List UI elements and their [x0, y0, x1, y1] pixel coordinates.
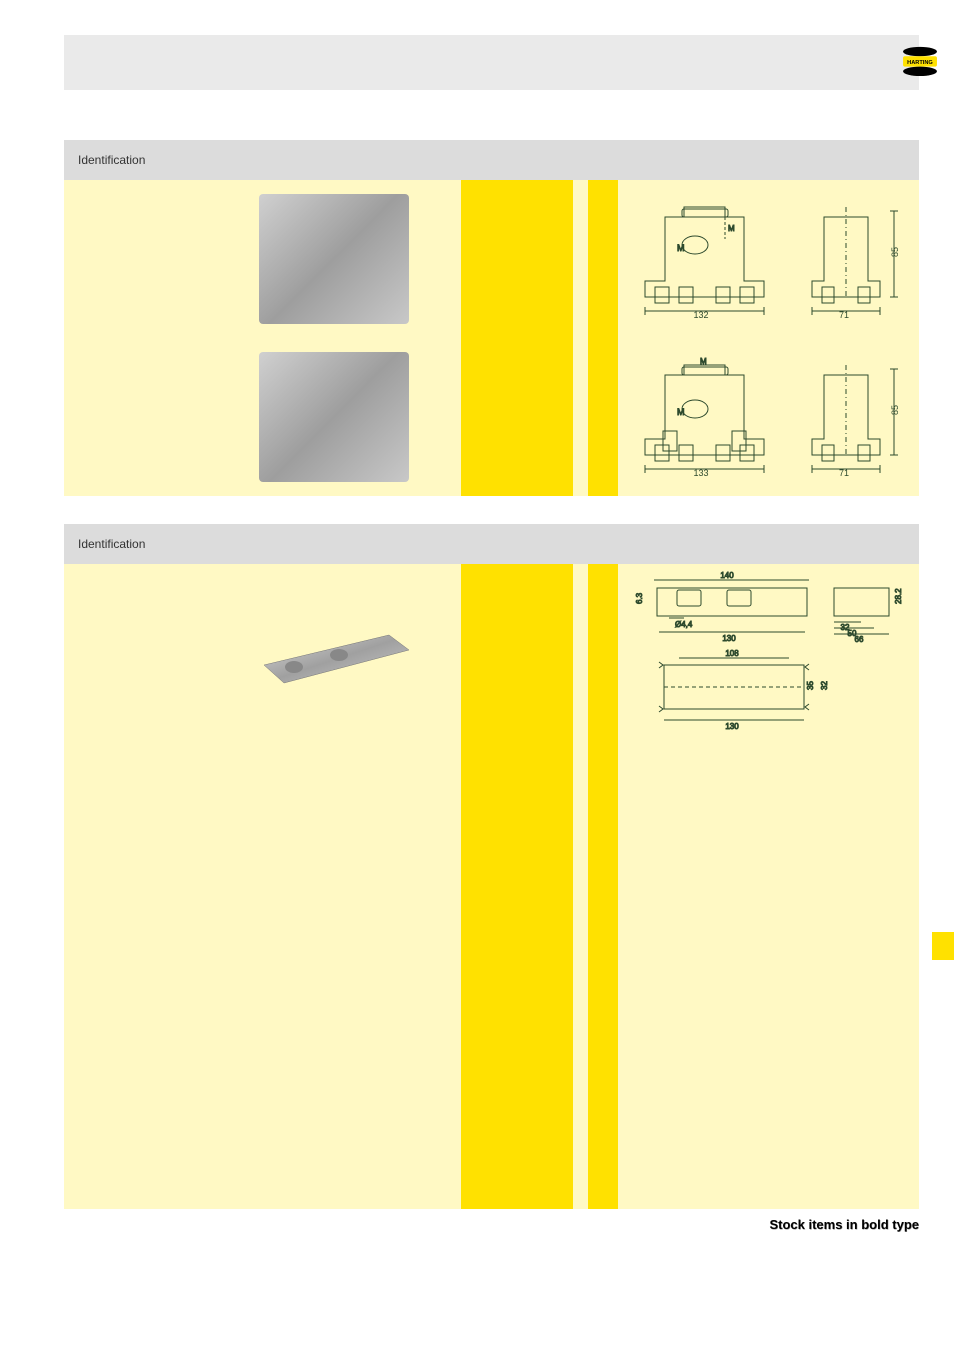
product-row-empty	[64, 746, 919, 1209]
hood-front-diagram: M M 133	[627, 357, 782, 477]
spec-col-2	[588, 564, 618, 746]
svg-text:M: M	[677, 243, 685, 253]
svg-text:108: 108	[725, 649, 739, 658]
svg-text:130: 130	[725, 722, 739, 731]
hood-front-diagram: M M 132	[627, 199, 782, 319]
diagram-cell: M M 132	[618, 180, 919, 338]
product-row: M M 133	[64, 338, 919, 496]
footer: Stock items in bold type	[64, 1217, 919, 1232]
spec-col-1	[461, 746, 573, 1209]
svg-text:130: 130	[722, 634, 736, 643]
svg-text:71: 71	[839, 468, 849, 477]
hood-side-diagram: 71 85	[800, 357, 910, 477]
identification-header: Identification	[64, 524, 919, 564]
svg-text:M: M	[728, 224, 735, 233]
diagram-cell: 140 Ø4,4 6.3 130 32 50	[618, 564, 919, 746]
section-housings: Identification	[64, 524, 919, 1209]
svg-text:M: M	[677, 407, 685, 417]
svg-text:M: M	[700, 357, 707, 366]
id-cell	[64, 180, 206, 338]
housing-diagram: 140 Ø4,4 6.3 130 32 50	[629, 570, 909, 740]
spec-col-1	[461, 180, 573, 338]
hood-photo	[259, 352, 409, 482]
spec-col-1	[461, 564, 573, 746]
svg-text:71: 71	[839, 310, 849, 319]
gap	[573, 180, 588, 338]
header-bar: HARTING	[64, 35, 919, 90]
product-row: 140 Ø4,4 6.3 130 32 50	[64, 564, 919, 746]
svg-text:85: 85	[890, 247, 900, 257]
svg-text:28.2: 28.2	[894, 588, 903, 604]
photo-cell	[206, 338, 461, 496]
svg-text:35: 35	[806, 681, 815, 690]
product-row: M M 132	[64, 180, 919, 338]
id-cell	[64, 338, 206, 496]
page: HARTING Identification	[0, 35, 954, 1232]
housing-photo	[249, 615, 419, 695]
gap	[573, 746, 588, 1209]
spec-col-2	[588, 338, 618, 496]
diagram-cell	[618, 746, 919, 1209]
hoods-grid: M M 132	[64, 180, 919, 496]
identification-label: Identification	[78, 153, 145, 167]
svg-text:132: 132	[693, 310, 708, 319]
svg-text:32: 32	[820, 681, 829, 690]
gap	[573, 564, 588, 746]
hood-photo	[259, 194, 409, 324]
svg-text:Ø4,4: Ø4,4	[675, 620, 693, 629]
svg-text:133: 133	[693, 468, 708, 477]
hood-side-diagram: 71 85	[800, 199, 910, 319]
side-tab	[932, 932, 954, 960]
svg-text:140: 140	[720, 571, 734, 580]
svg-text:6.3: 6.3	[635, 592, 644, 604]
identification-label: Identification	[78, 537, 145, 551]
brand-logo: HARTING	[899, 45, 941, 77]
photo-cell	[206, 180, 461, 338]
svg-text:66: 66	[854, 635, 863, 644]
gap	[573, 338, 588, 496]
section-hoods: Identification	[64, 140, 919, 496]
footer-text: Stock items in bold type	[769, 1217, 919, 1232]
diagram-cell: M M 133	[618, 338, 919, 496]
id-cell	[64, 746, 206, 1209]
photo-cell	[206, 746, 461, 1209]
spec-col-2	[588, 746, 618, 1209]
id-cell	[64, 564, 206, 746]
identification-header: Identification	[64, 140, 919, 180]
photo-cell	[206, 564, 461, 746]
spec-col-2	[588, 180, 618, 338]
svg-text:85: 85	[890, 405, 900, 415]
svg-text:HARTING: HARTING	[907, 60, 933, 66]
spec-col-1	[461, 338, 573, 496]
